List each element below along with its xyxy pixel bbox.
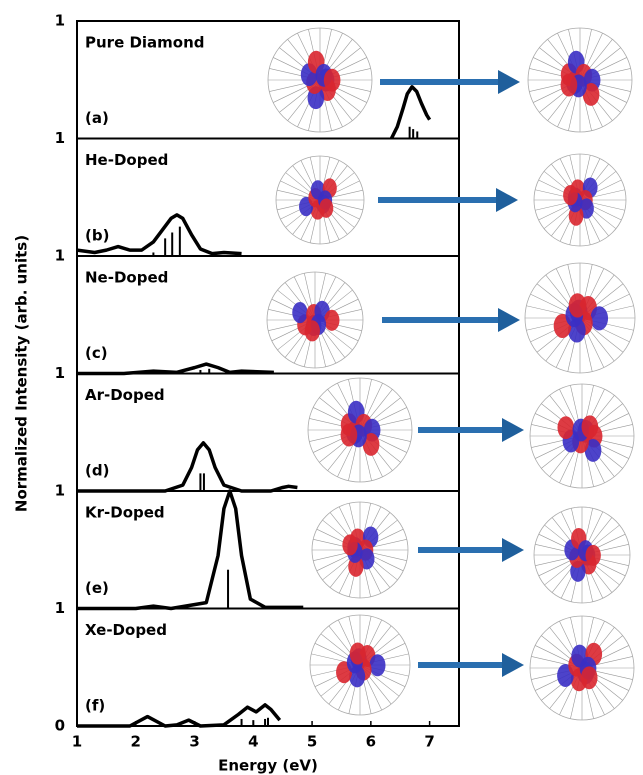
x-tick-label: 1 bbox=[72, 733, 82, 751]
panel-annotation: (b) bbox=[85, 227, 109, 245]
y-tick-label: 1 bbox=[55, 599, 65, 617]
panel-title: Ar-Doped bbox=[85, 386, 165, 404]
x-tick-label: 7 bbox=[424, 733, 434, 751]
orbital-lobe bbox=[560, 73, 578, 97]
orbital-lobe bbox=[563, 184, 578, 206]
arrow-shaft bbox=[418, 427, 504, 433]
spectrum-line bbox=[77, 362, 274, 376]
lattice-outline bbox=[533, 506, 631, 604]
molecule-image bbox=[527, 27, 633, 133]
x-tick-label: 5 bbox=[307, 733, 317, 751]
y-tick-label: 1 bbox=[55, 12, 65, 30]
panel-annotation: (c) bbox=[85, 344, 108, 362]
spectrum-line bbox=[389, 85, 432, 140]
spectrum-line bbox=[77, 441, 298, 493]
lattice-outline bbox=[275, 155, 365, 245]
orbital-lobe bbox=[304, 320, 320, 342]
orbital-lobe bbox=[557, 416, 575, 440]
arrow-head bbox=[498, 70, 520, 94]
orbital-lobe bbox=[323, 68, 341, 92]
y-tick-label: 1 bbox=[55, 482, 65, 500]
panel-annotation: (a) bbox=[85, 109, 109, 127]
lattice-outline bbox=[307, 377, 413, 483]
arrow-shaft bbox=[418, 547, 504, 553]
orbital-lobe bbox=[590, 306, 609, 331]
panel-annotation: (e) bbox=[85, 579, 109, 597]
arrow-shaft bbox=[418, 662, 504, 668]
arrow-head bbox=[498, 308, 520, 332]
spectrum-line bbox=[77, 489, 304, 611]
panel-title: He-Doped bbox=[85, 151, 168, 169]
molecule-image bbox=[524, 262, 636, 374]
orbital-lobe bbox=[568, 293, 587, 318]
orbital-lobe bbox=[292, 302, 308, 324]
panel-annotation: (f) bbox=[85, 697, 105, 715]
molecule-image bbox=[311, 501, 409, 599]
molecule-image bbox=[529, 615, 635, 721]
orbital-lobe bbox=[369, 654, 386, 677]
arrow-head bbox=[502, 418, 524, 442]
y-axis-label: Normalized Intensity (arb. units) bbox=[13, 235, 31, 512]
arrow-shaft bbox=[382, 317, 500, 323]
x-tick-label: 6 bbox=[366, 733, 376, 751]
molecule-image bbox=[533, 506, 631, 604]
panel-title: Kr-Doped bbox=[85, 504, 165, 522]
y-tick-label: 1 bbox=[55, 364, 65, 382]
x-axis-label: Energy (eV) bbox=[218, 757, 318, 775]
orbital-lobe bbox=[362, 433, 380, 456]
molecule-image bbox=[307, 377, 413, 483]
x-tick-label: 3 bbox=[189, 733, 199, 751]
orbital-lobe bbox=[342, 534, 358, 556]
orbital-lobe bbox=[584, 439, 602, 462]
spectrum-line bbox=[76, 213, 242, 256]
arrow-head bbox=[502, 653, 524, 677]
molecule-image bbox=[533, 153, 627, 247]
panel-title: Ne-Doped bbox=[85, 269, 168, 287]
lattice-outline bbox=[524, 262, 636, 374]
orbital-lobe bbox=[349, 642, 366, 665]
arrow-shaft bbox=[378, 197, 498, 203]
orbital-lobe bbox=[319, 198, 334, 218]
arrow-head bbox=[496, 188, 518, 212]
orbital-lobe bbox=[340, 423, 358, 447]
arrow-shaft bbox=[380, 79, 500, 85]
orbital-lobe bbox=[324, 309, 340, 331]
orbital-lobe bbox=[585, 544, 601, 566]
molecule-image bbox=[266, 271, 364, 369]
panel-title: Pure Diamond bbox=[85, 34, 205, 52]
orbital-lobe bbox=[581, 415, 599, 439]
lattice-outline bbox=[311, 501, 409, 599]
x-tick-label: 4 bbox=[248, 733, 258, 751]
molecule-image bbox=[267, 27, 373, 133]
lattice-outline bbox=[529, 383, 635, 489]
arrow-head bbox=[502, 538, 524, 562]
panel-annotation: (d) bbox=[85, 462, 109, 480]
spectrum-line bbox=[77, 703, 282, 728]
molecule-image bbox=[275, 155, 365, 245]
y-tick-label: 0 bbox=[55, 717, 65, 735]
y-tick-label: 1 bbox=[55, 129, 65, 147]
y-tick-label: 1 bbox=[55, 247, 65, 265]
orbital-lobe bbox=[582, 83, 600, 106]
lattice-outline bbox=[266, 271, 364, 369]
lattice-outline bbox=[267, 27, 373, 133]
lattice-outline bbox=[309, 614, 411, 716]
orbital-lobe bbox=[580, 666, 598, 690]
lattice-outline bbox=[529, 615, 635, 721]
molecule-image bbox=[309, 614, 411, 716]
lattice-outline bbox=[533, 153, 627, 247]
x-tick-label: 2 bbox=[131, 733, 141, 751]
lattice-outline bbox=[527, 27, 633, 133]
molecule-image bbox=[529, 383, 635, 489]
panel-title: Xe-Doped bbox=[85, 621, 167, 639]
